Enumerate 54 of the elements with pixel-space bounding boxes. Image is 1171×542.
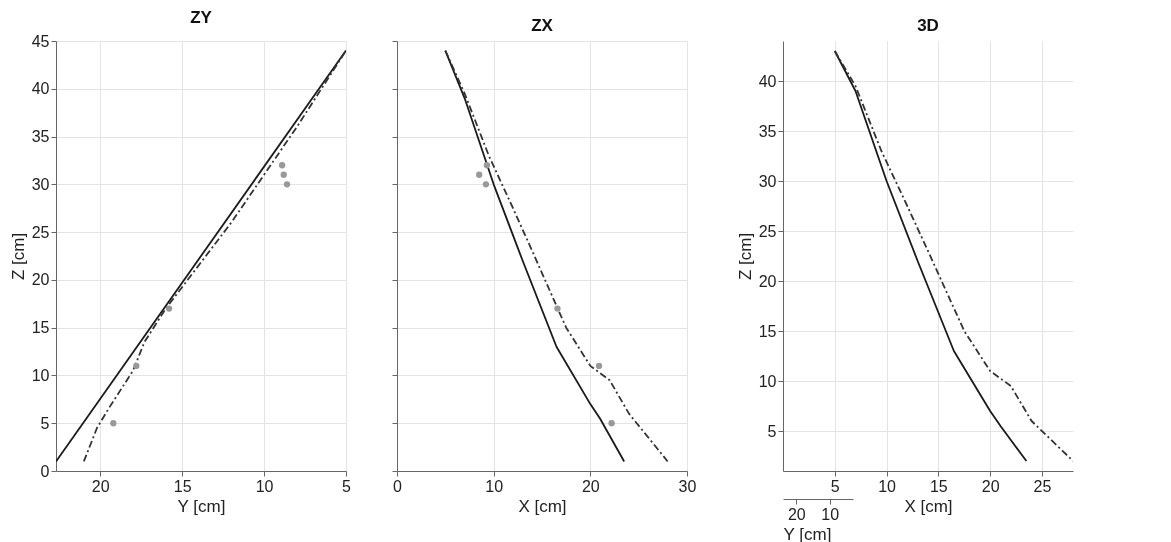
x-tick-label: 5 — [342, 477, 352, 495]
x2-tick-label: 20 — [787, 505, 806, 523]
x-axis-title: Y [cm] — [177, 496, 226, 516]
x-tick-label: 5 — [830, 477, 840, 495]
chart-title: ZY — [190, 8, 213, 27]
y-tick-label: 10 — [31, 366, 50, 384]
point — [482, 181, 490, 188]
y-tick-label: 35 — [31, 128, 50, 146]
y-axis-title: Z [cm] — [735, 232, 755, 281]
y-tick-label: 30 — [758, 172, 777, 190]
point — [476, 171, 483, 178]
x-axis-title: X [cm] — [518, 496, 567, 516]
line-series — [833, 50, 1073, 462]
x-tick-label: 10 — [255, 477, 274, 495]
y-tick-label: 20 — [31, 271, 50, 289]
y-tick-label: 10 — [758, 372, 777, 390]
point — [133, 362, 140, 370]
x-tick-label: 30 — [678, 477, 697, 495]
point — [608, 420, 615, 427]
chart-title: ZX — [531, 15, 554, 35]
y-tick-label: 20 — [758, 272, 777, 290]
point — [483, 162, 491, 169]
y-tick-label: 15 — [758, 322, 777, 340]
point — [165, 305, 173, 312]
point — [283, 181, 291, 188]
x-tick-label: 20 — [981, 477, 1000, 495]
point — [595, 362, 603, 370]
x-tick-label: 10 — [878, 477, 897, 495]
x-tick-label: 0 — [393, 477, 403, 495]
chart-title: 3D — [917, 16, 939, 35]
x2-tick-label: 10 — [821, 505, 840, 523]
y-axis-title: Z [cm] — [8, 232, 28, 281]
y-tick-label: 0 — [40, 462, 50, 480]
x-tick-label: 15 — [929, 477, 948, 495]
x-tick-label: 20 — [91, 477, 110, 495]
y-tick-label: 5 — [767, 422, 777, 440]
point — [278, 162, 286, 169]
y-tick-label: 15 — [31, 319, 50, 337]
y-tick-label: 25 — [758, 222, 777, 240]
y-tick-label: 30 — [31, 175, 50, 193]
y-tick-label: 45 — [31, 32, 50, 50]
y-tick-label: 40 — [31, 80, 50, 98]
y-tick-label: 40 — [758, 72, 777, 90]
point — [110, 420, 117, 427]
x-axis-title: X [cm] — [904, 496, 953, 516]
point — [280, 171, 287, 178]
x-tick-label: 15 — [173, 477, 192, 495]
x-tick-label: 25 — [1033, 477, 1052, 495]
y-tick-label: 25 — [31, 223, 50, 241]
y-tick-label: 5 — [40, 414, 50, 432]
x-tick-label: 20 — [581, 477, 600, 495]
y-tick-label: 35 — [758, 122, 777, 140]
x-tick-label: 10 — [485, 477, 504, 495]
point — [554, 305, 561, 312]
